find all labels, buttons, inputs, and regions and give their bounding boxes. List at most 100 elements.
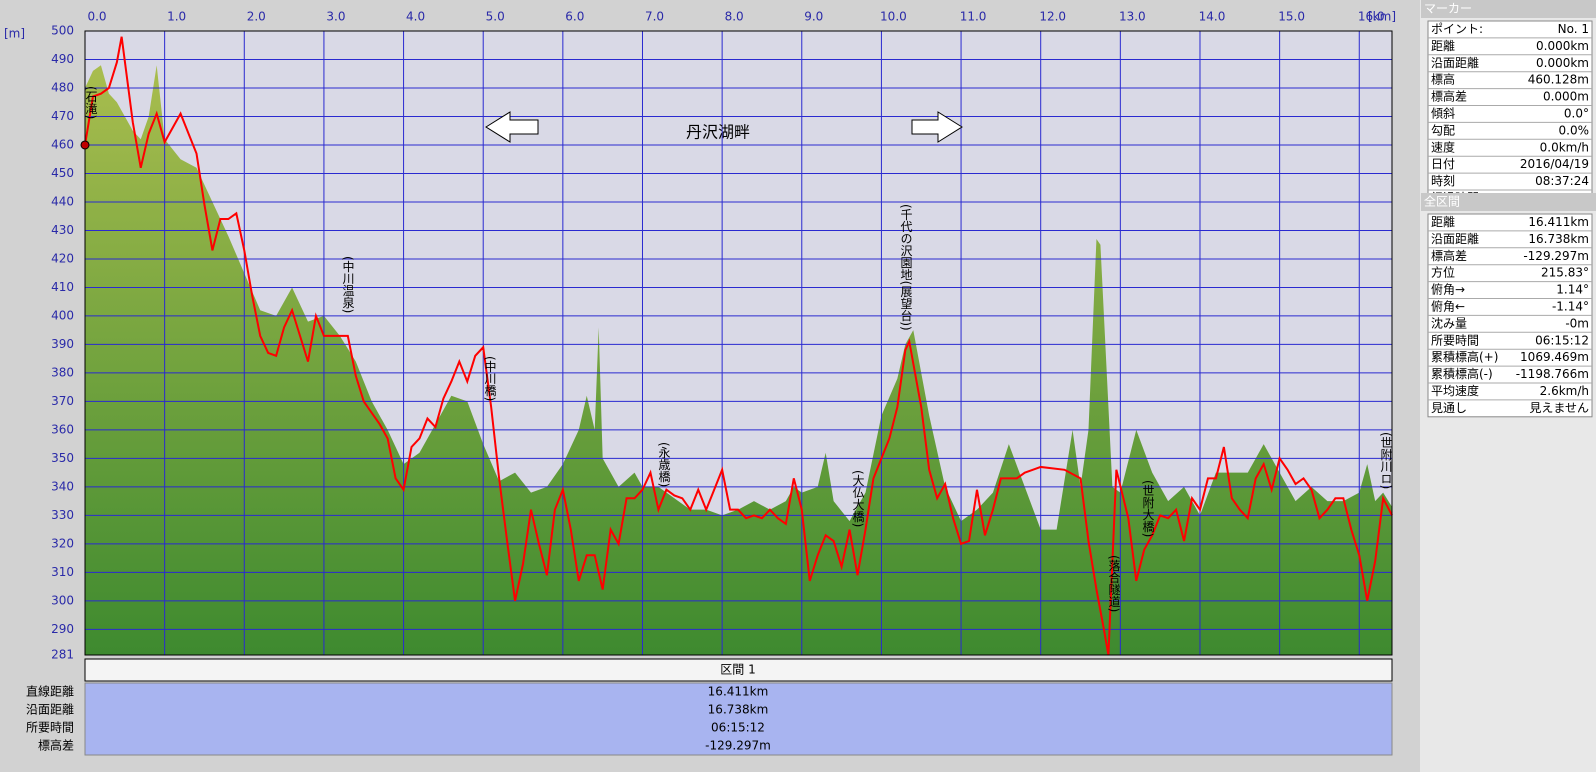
- track-line: [84, 36, 1393, 656]
- center-label: 丹沢湖畔: [686, 123, 750, 142]
- y-tick-label: 470: [51, 109, 74, 123]
- ui: 区間 1 直線距離 16.411km 沿面距離 16.738km 所要時間 06:15:12…: [26, 0, 1596, 756]
- y-tick-label: 480: [51, 80, 74, 94]
- panel-row-label: 標高差: [1431, 89, 1467, 104]
- right-arrow: [911, 111, 963, 143]
- y-tick-label: 290: [51, 622, 74, 636]
- section-row-label: 所要時間: [26, 721, 74, 735]
- y-tick-label: 440: [51, 194, 74, 208]
- panel-row-value: 08:37:24: [1535, 174, 1589, 188]
- y-tick-label: 350: [51, 451, 74, 465]
- y-tick-label: 320: [51, 536, 74, 550]
- section-row-label: 直線距離: [26, 684, 74, 699]
- panel-row-label: 傾斜: [1431, 106, 1455, 120]
- panel-row-label: 見通し: [1431, 401, 1467, 415]
- x-tick-label: 2.0: [247, 10, 266, 24]
- terrain-area: [85, 65, 1392, 656]
- panel-row-label: 俯角→: [1431, 282, 1465, 297]
- panel-header: [1421, 193, 1596, 211]
- panel-row-label: 沈み量: [1431, 315, 1467, 330]
- panel-row-value: 0.000m: [1543, 90, 1589, 104]
- y-unit: [m]: [4, 27, 25, 41]
- annotation: (永歳橋): [657, 442, 671, 487]
- y-tick-label: 340: [51, 479, 74, 493]
- annotation: (大仏大橋): [851, 470, 865, 527]
- panel-row-label: 速度: [1431, 139, 1455, 154]
- panel-row-value: 2.6km/h: [1540, 384, 1589, 398]
- panel-row-label: 標高: [1431, 72, 1455, 87]
- panel-row-label: 方位: [1431, 265, 1455, 280]
- panel-row-value: No. 1: [1558, 22, 1589, 36]
- x-tick-label: 1.0: [167, 10, 186, 24]
- panel-row-label: 所要時間: [1431, 333, 1479, 347]
- panel-row-label: 平均速度: [1431, 383, 1479, 398]
- x-tick-label: 7.0: [645, 10, 664, 24]
- y-tick-label: 400: [51, 308, 74, 322]
- panel-header: [1421, 0, 1596, 18]
- y-tick-label: 330: [51, 508, 74, 522]
- y-tick-label: 310: [51, 565, 74, 579]
- panel-title: 全区間: [1424, 194, 1460, 209]
- panel-row-value: 0.000km: [1536, 56, 1589, 70]
- panel-row-value: 1069.469m: [1520, 350, 1589, 364]
- panel-row-label: 勾配: [1431, 123, 1455, 137]
- plot-border: [84, 30, 1393, 656]
- plot: 281 290 300 310 320 330 340 350 360 370 380 390 400 4…: [4, 10, 1396, 662]
- section-row-value: 06:15:12: [711, 721, 765, 735]
- section-header: [84, 658, 1393, 682]
- x-tick-label: 5.0: [486, 10, 505, 24]
- y-tick-label: 430: [51, 223, 74, 237]
- annotation: (石滝): [84, 86, 98, 119]
- y-tick-label: 410: [51, 280, 74, 294]
- section-row-value: 16.411km: [708, 685, 769, 699]
- x-tick-label: 0.0: [87, 10, 106, 24]
- section-row-value: -129.297m: [705, 739, 771, 753]
- marker-start: [80, 140, 90, 150]
- panel-table: [1427, 20, 1593, 208]
- annotation: (千代の沢園地(展望台)): [899, 204, 913, 331]
- x-tick-label: 12.0: [1039, 10, 1066, 24]
- x-tick-label: 13.0: [1119, 10, 1146, 24]
- panel-row-label: 距離: [1431, 215, 1455, 229]
- x-tick-label: 4.0: [406, 10, 425, 24]
- panel-row-label: 日付: [1431, 157, 1455, 171]
- annotation: (世附川ロ): [1379, 432, 1393, 489]
- panel-row-label: 累積標高(+): [1431, 349, 1498, 364]
- annotation: (中川橋): [483, 356, 497, 401]
- panel-row-value: 2016/04/19: [1520, 157, 1589, 171]
- panel-row-value: 0.000km: [1536, 39, 1589, 53]
- y-tick-label: 490: [51, 52, 74, 66]
- y-tick-label: 370: [51, 394, 74, 408]
- panel-row-value: -1.14°: [1552, 299, 1589, 313]
- y-tick-label: 281: [51, 648, 74, 662]
- y-tick-label: 300: [51, 593, 74, 607]
- annotation: (世附大橋): [1141, 480, 1155, 537]
- x-tick-label: 9.0: [804, 10, 823, 24]
- panel-row-value: 16.411km: [1528, 215, 1589, 229]
- panel-row-value: 215.83°: [1541, 266, 1589, 280]
- panel-row-value: 0.0%: [1559, 123, 1590, 137]
- x-tick-label: 3.0: [326, 10, 345, 24]
- x-tick-label: 6.0: [565, 10, 584, 24]
- panel-row-label: 距離: [1431, 39, 1455, 53]
- y-tick-label: 420: [51, 251, 74, 265]
- panel-row-value: 0.0km/h: [1540, 140, 1589, 154]
- panel-row-label: 俯角←: [1431, 298, 1465, 313]
- section-row-value: 16.738km: [708, 703, 769, 717]
- x-tick-label: 14.0: [1199, 10, 1226, 24]
- section-row-label: 沿面距離: [26, 703, 74, 717]
- x-tick-label: 16.0: [1358, 10, 1385, 24]
- section-title: 区間 1: [720, 663, 755, 677]
- panel-title: マーカー: [1424, 2, 1472, 16]
- y-tick-label: 380: [51, 365, 74, 379]
- annotation: (落合隧道): [1107, 555, 1121, 612]
- left-arrow: [485, 111, 539, 143]
- panel-row-value: -1198.766m: [1516, 367, 1589, 381]
- section-body: [84, 682, 1393, 756]
- x-tick-label: 10.0: [880, 10, 907, 24]
- panel-row-value: -129.297m: [1523, 249, 1589, 263]
- x-tick-label: 15.0: [1278, 10, 1305, 24]
- panel-row-value: 06:15:12: [1535, 333, 1589, 347]
- x-tick-label: 11.0: [960, 10, 987, 24]
